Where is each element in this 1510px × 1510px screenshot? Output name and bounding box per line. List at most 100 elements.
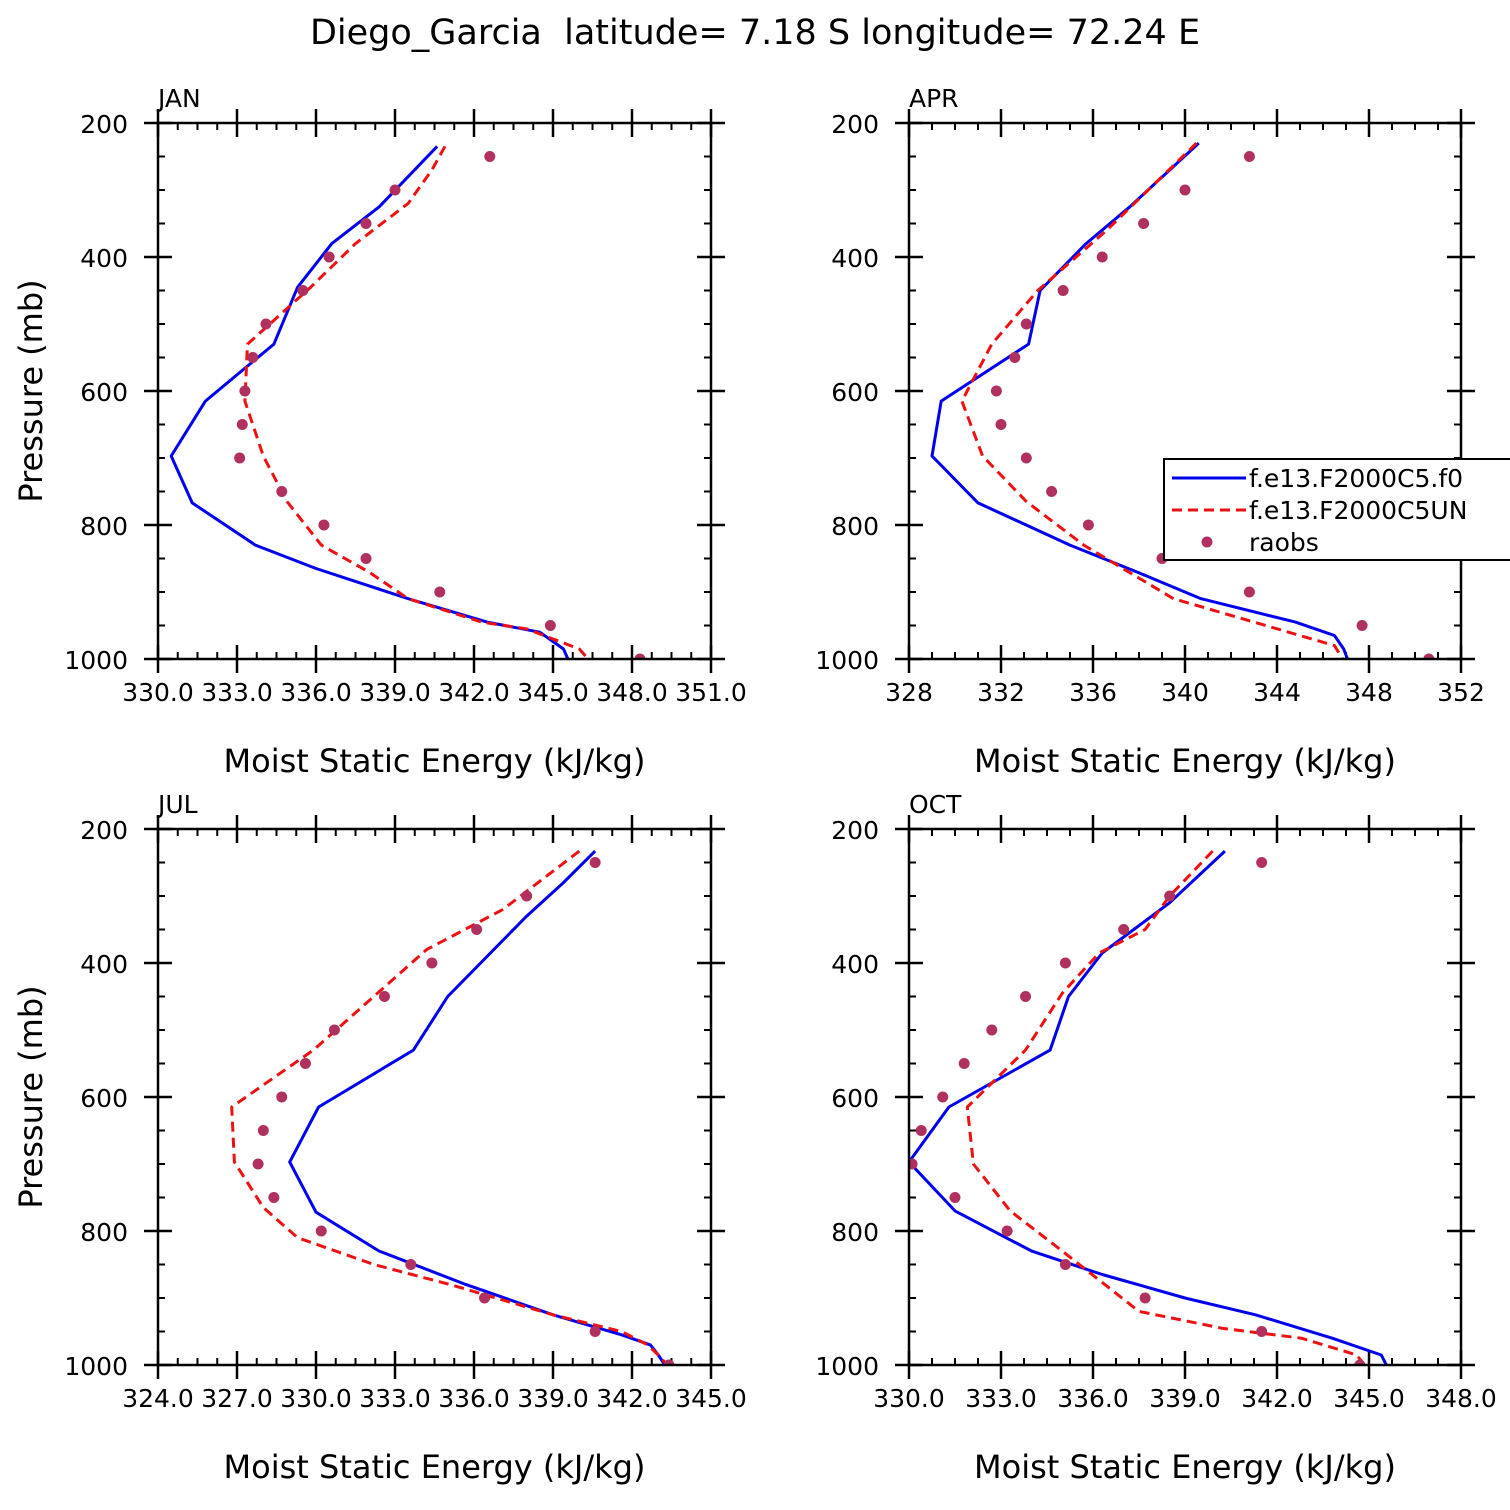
y-tick-label: 800 [80, 1218, 128, 1247]
panel-title: OCT [909, 790, 962, 819]
x-axis-label: Moist Static Energy (kJ/kg) [224, 1448, 646, 1486]
y-tick-label: 1000 [815, 646, 879, 675]
x-tick-label: 328 [885, 678, 933, 707]
x-tick-label: 336.0 [1057, 1384, 1129, 1413]
x-tick-label: 352 [1437, 678, 1485, 707]
y-tick-label: 200 [80, 110, 128, 139]
x-tick-label: 333.0 [965, 1384, 1037, 1413]
y-tick-label: 600 [831, 1084, 879, 1113]
panel-title: APR [909, 84, 959, 113]
raobs-point [252, 1158, 264, 1170]
x-tick-label: 330.0 [873, 1384, 945, 1413]
panel-jul: 324.0 327.0 330.0 333.0 336.0 339.0 342.0 345.0… [12, 790, 747, 1486]
x-tick-label: 342.0 [438, 678, 510, 707]
raobs-point [257, 1125, 269, 1136]
series-line-un [965, 850, 1367, 1365]
y-tick-label: 600 [831, 378, 879, 407]
raobs-point [544, 620, 556, 631]
plot-frame [907, 121, 1463, 661]
raobs-point [239, 385, 251, 397]
raobs-point [247, 352, 259, 363]
x-tick-label: 339.0 [1149, 1384, 1221, 1413]
raobs-point [937, 1091, 949, 1103]
raobs-point [260, 318, 272, 330]
y-axis-label: Pressure (mb) [12, 279, 50, 502]
x-tick-label: 345.0 [675, 1384, 747, 1413]
x-tick-label: 324.0 [122, 1384, 194, 1413]
x-tick-label: 348.0 [1425, 1384, 1497, 1413]
x-tick-label: 336.0 [438, 1384, 510, 1413]
panel-title: JUL [156, 790, 198, 819]
y-axis-label: Pressure (mb) [12, 985, 50, 1208]
raobs-point [318, 519, 330, 531]
raobs-point [589, 857, 601, 868]
raobs-point [484, 151, 496, 162]
x-axis-label: Moist Static Energy (kJ/kg) [224, 742, 646, 780]
raobs-point [297, 285, 309, 296]
raobs-point [663, 1359, 675, 1365]
x-tick-label: 345.0 [1333, 1384, 1405, 1413]
raobs-point [1001, 1225, 1013, 1237]
y-tick-label: 600 [80, 378, 128, 407]
raobs-point [1179, 184, 1191, 196]
y-tick-label: 200 [831, 110, 879, 139]
plot-area [909, 850, 1389, 1365]
series-line-un [230, 849, 670, 1365]
raobs-point [323, 251, 335, 263]
legend-label: f.e13.F2000C5UN [1249, 496, 1467, 525]
raobs-point [268, 1192, 280, 1203]
y-tick-label: 1000 [64, 1352, 128, 1381]
plot-frame [156, 121, 713, 661]
raobs-point [589, 1326, 601, 1337]
y-tick-label: 800 [80, 512, 128, 541]
raobs-point [1057, 285, 1069, 296]
raobs-point [234, 452, 246, 464]
x-tick-label: 344 [1253, 678, 1301, 707]
x-tick-label: 342.0 [1241, 1384, 1313, 1413]
raobs-point [1423, 653, 1435, 659]
x-tick-label: 348.0 [596, 678, 668, 707]
y-tick-label: 400 [80, 244, 128, 273]
x-tick-label: 330.0 [122, 678, 194, 707]
raobs-point [909, 1158, 918, 1170]
raobs-point [236, 419, 248, 430]
x-tick-label: 327.0 [201, 1384, 273, 1413]
raobs-point [471, 924, 483, 935]
raobs-point [1118, 924, 1130, 935]
raobs-point [360, 553, 372, 564]
panel-apr: 328 332 336 340 344 348 352 200 400 600 800 1000 APR… [815, 84, 1484, 780]
raobs-point [995, 419, 1007, 430]
raobs-point [634, 653, 646, 659]
x-tick-label: 339.0 [517, 1384, 589, 1413]
raobs-point [479, 1292, 491, 1304]
x-tick-label: 351.0 [675, 678, 747, 707]
raobs-point [378, 991, 390, 1002]
legend-label: raobs [1249, 528, 1319, 557]
x-tick-label: 333.0 [201, 678, 273, 707]
x-tick-label: 345.0 [517, 678, 589, 707]
x-tick-label: 348 [1345, 678, 1393, 707]
raobs-point [1356, 620, 1368, 631]
raobs-point [1059, 1259, 1071, 1270]
raobs-point [1138, 218, 1150, 229]
raobs-point [958, 1058, 970, 1069]
raobs-point [426, 957, 438, 969]
raobs-point [360, 218, 372, 229]
panels: 330.0 333.0 336.0 339.0 342.0 345.0 348.0 351.0… [12, 84, 1497, 1486]
raobs-point [276, 1091, 288, 1103]
series-line-f0 [909, 850, 1389, 1365]
raobs-point [986, 1024, 998, 1036]
raobs-point [1256, 857, 1268, 868]
y-tick-label: 400 [80, 950, 128, 979]
raobs-point [434, 586, 446, 598]
raobs-point [405, 1259, 417, 1270]
y-tick-label: 1000 [64, 646, 128, 675]
raobs-point [1009, 352, 1021, 363]
raobs-point [299, 1058, 311, 1069]
raobs-point [1354, 1359, 1366, 1365]
x-tick-label: 340 [1161, 678, 1209, 707]
raobs-point [1243, 586, 1255, 598]
y-tick-label: 200 [831, 816, 879, 845]
plot-frame [907, 827, 1463, 1367]
raobs-point [1096, 251, 1108, 263]
